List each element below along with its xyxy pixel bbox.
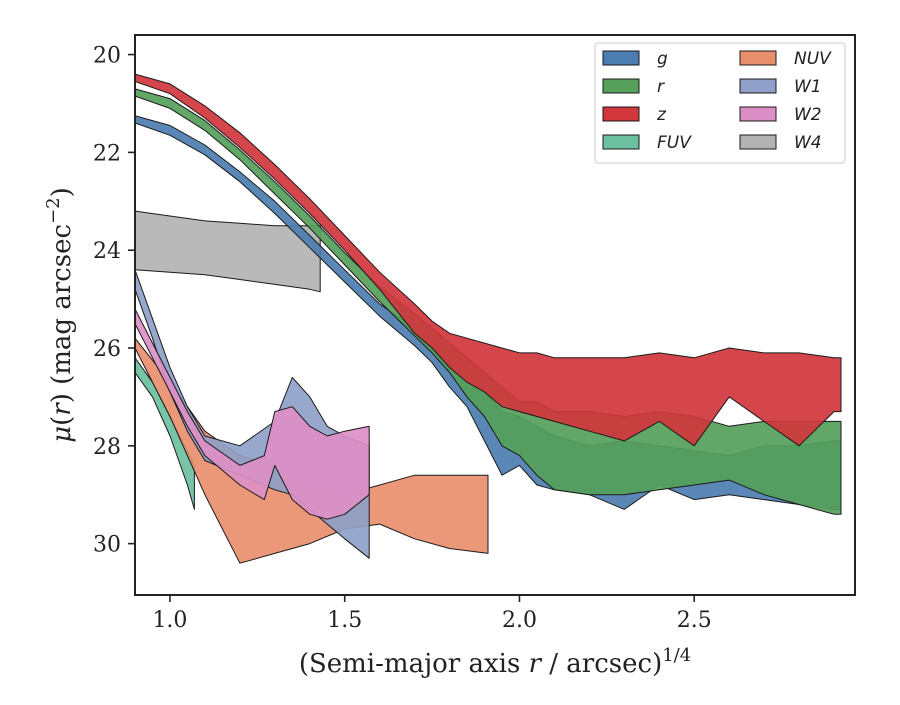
x-tick-label: 1.0 xyxy=(152,608,187,633)
legend-frame xyxy=(594,42,846,164)
legend-label-W2: W2 xyxy=(794,105,822,125)
y-tick-label: 24 xyxy=(93,239,121,264)
series-band-W4 xyxy=(135,210,321,293)
y-tick-label: 26 xyxy=(93,337,121,362)
legend-label-W4: W4 xyxy=(794,133,822,153)
x-axis: 1.0 1.5 2.0 2.5 xyxy=(152,595,712,633)
legend-label-z: z xyxy=(656,105,667,125)
legend-swatch-W4 xyxy=(739,134,777,150)
legend-swatch-z xyxy=(602,106,640,122)
y-tick-label: 22 xyxy=(93,141,121,166)
legend-swatch-NUV xyxy=(739,50,777,66)
legend-swatch-W2 xyxy=(739,106,777,122)
series-band-W2 xyxy=(135,308,370,520)
legend-label-g: g xyxy=(657,49,668,69)
legend-swatch-W1 xyxy=(739,78,777,94)
legend-swatch-FUV xyxy=(602,134,640,150)
plot-frame xyxy=(134,34,856,596)
y-tick-label: 30 xyxy=(93,533,121,558)
y-tick-label: 28 xyxy=(93,435,121,460)
series-layer xyxy=(135,73,842,564)
legend-swatch-g xyxy=(602,50,640,66)
legend-label-NUV: NUV xyxy=(794,49,832,69)
legend-label-r: r xyxy=(657,77,665,97)
legend-label-W1: W1 xyxy=(794,77,822,97)
x-tick-label: 2.5 xyxy=(677,608,712,633)
y-axis: 20 22 24 26 28 30 xyxy=(93,44,135,558)
y-tick-label: 20 xyxy=(93,44,121,69)
legend: grz FUV NUV W1 W2 W4 xyxy=(594,42,846,164)
legend-label-FUV: FUV xyxy=(657,133,692,153)
x-axis-label: (Semi-major axis r / arcsec)1/4 xyxy=(299,645,691,679)
legend-swatch-r xyxy=(602,78,640,94)
x-tick-label: 1.5 xyxy=(327,608,362,633)
series-band-z xyxy=(135,73,842,447)
x-tick-label: 2.0 xyxy=(502,608,537,633)
y-axis-label: μ(r) (mag arcsec−2) xyxy=(43,187,77,443)
